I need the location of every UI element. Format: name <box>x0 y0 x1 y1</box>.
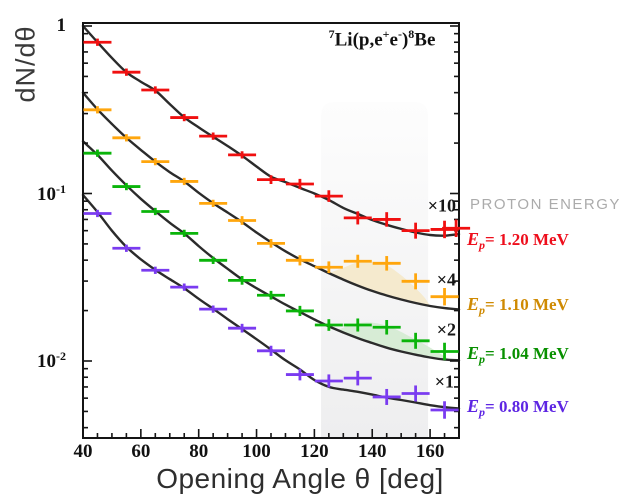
x-tick-label: 80 <box>189 441 209 462</box>
scale-label-3: ×1 <box>434 371 454 392</box>
x-tick-label: 40 <box>73 441 93 462</box>
reaction-title: 7Li(p,e+e-)8Be <box>328 27 436 51</box>
scale-label-2: ×2 <box>436 319 456 340</box>
x-tick-label: 160 <box>415 441 445 462</box>
y-tick-label: 10-1 <box>37 181 66 205</box>
scale-label-0: ×10 <box>427 195 456 216</box>
legend-item-1: Ep= 1.10 MeV <box>467 294 569 317</box>
legend-item-3: Ep= 0.80 MeV <box>467 396 569 419</box>
x-tick-label: 140 <box>357 441 387 462</box>
scale-label-1: ×4 <box>436 269 456 290</box>
y-tick-label: 1 <box>56 15 67 36</box>
legend-header: PROTON ENERGY <box>470 196 621 213</box>
anomaly-bump-fill-2 <box>337 322 451 361</box>
x-tick-label: 100 <box>242 441 271 462</box>
anomaly-bump-fill-1 <box>328 261 431 306</box>
legend-item-0: Ep= 1.20 MeV <box>467 229 569 252</box>
x-tick-label: 60 <box>131 441 151 462</box>
y-tick-label: 10-2 <box>37 348 66 373</box>
x-axis-label: Opening Angle θ [deg] <box>156 463 444 494</box>
x-tick-label: 120 <box>300 441 329 462</box>
legend-item-2: Ep= 1.04 MeV <box>467 343 569 366</box>
y-axis-label: dN/dθ <box>10 25 41 103</box>
